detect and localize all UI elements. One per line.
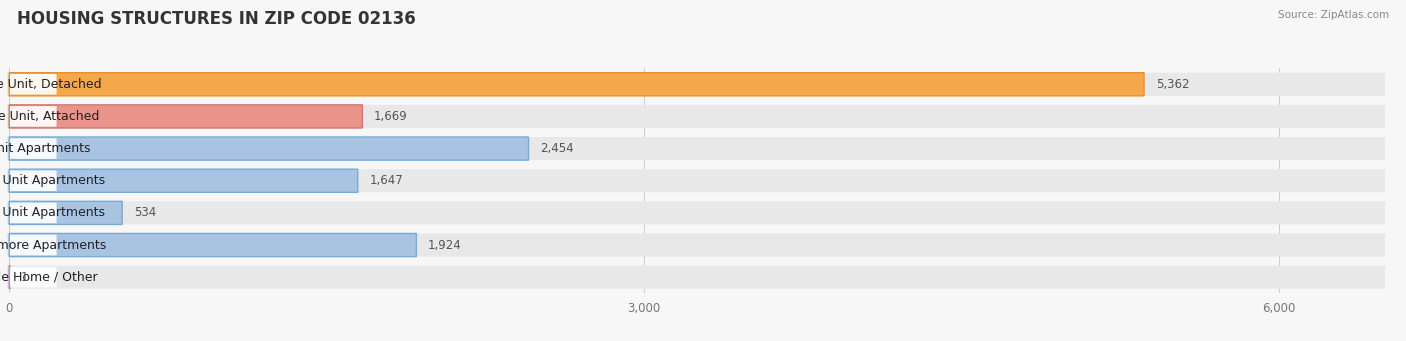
- Text: 1,924: 1,924: [427, 239, 461, 252]
- Text: Single Unit, Attached: Single Unit, Attached: [0, 110, 100, 123]
- Text: Mobile Home / Other: Mobile Home / Other: [0, 271, 98, 284]
- FancyBboxPatch shape: [7, 169, 1385, 192]
- FancyBboxPatch shape: [10, 201, 122, 224]
- FancyBboxPatch shape: [7, 105, 1385, 128]
- Text: 2 Unit Apartments: 2 Unit Apartments: [0, 142, 90, 155]
- FancyBboxPatch shape: [7, 201, 1385, 224]
- Text: 5 to 9 Unit Apartments: 5 to 9 Unit Apartments: [0, 206, 105, 219]
- FancyBboxPatch shape: [10, 234, 416, 257]
- FancyBboxPatch shape: [10, 73, 1144, 96]
- Text: Source: ZipAtlas.com: Source: ZipAtlas.com: [1278, 10, 1389, 20]
- FancyBboxPatch shape: [10, 235, 56, 255]
- Text: 534: 534: [134, 206, 156, 219]
- FancyBboxPatch shape: [7, 234, 1385, 257]
- FancyBboxPatch shape: [7, 137, 1385, 160]
- Text: HOUSING STRUCTURES IN ZIP CODE 02136: HOUSING STRUCTURES IN ZIP CODE 02136: [17, 10, 416, 28]
- FancyBboxPatch shape: [10, 203, 56, 223]
- FancyBboxPatch shape: [10, 106, 56, 127]
- FancyBboxPatch shape: [7, 266, 1385, 289]
- FancyBboxPatch shape: [10, 74, 56, 94]
- Text: Single Unit, Detached: Single Unit, Detached: [0, 78, 101, 91]
- Text: 1,647: 1,647: [370, 174, 404, 187]
- FancyBboxPatch shape: [10, 137, 529, 160]
- Text: 1: 1: [21, 271, 28, 284]
- Text: 3 or 4 Unit Apartments: 3 or 4 Unit Apartments: [0, 174, 105, 187]
- FancyBboxPatch shape: [7, 73, 1385, 96]
- Text: 5,362: 5,362: [1156, 78, 1189, 91]
- FancyBboxPatch shape: [10, 105, 363, 128]
- FancyBboxPatch shape: [10, 267, 56, 287]
- FancyBboxPatch shape: [10, 170, 56, 191]
- FancyBboxPatch shape: [10, 138, 56, 159]
- Text: 2,454: 2,454: [540, 142, 574, 155]
- Text: 1,669: 1,669: [374, 110, 408, 123]
- FancyBboxPatch shape: [10, 169, 357, 192]
- Text: 10 or more Apartments: 10 or more Apartments: [0, 239, 107, 252]
